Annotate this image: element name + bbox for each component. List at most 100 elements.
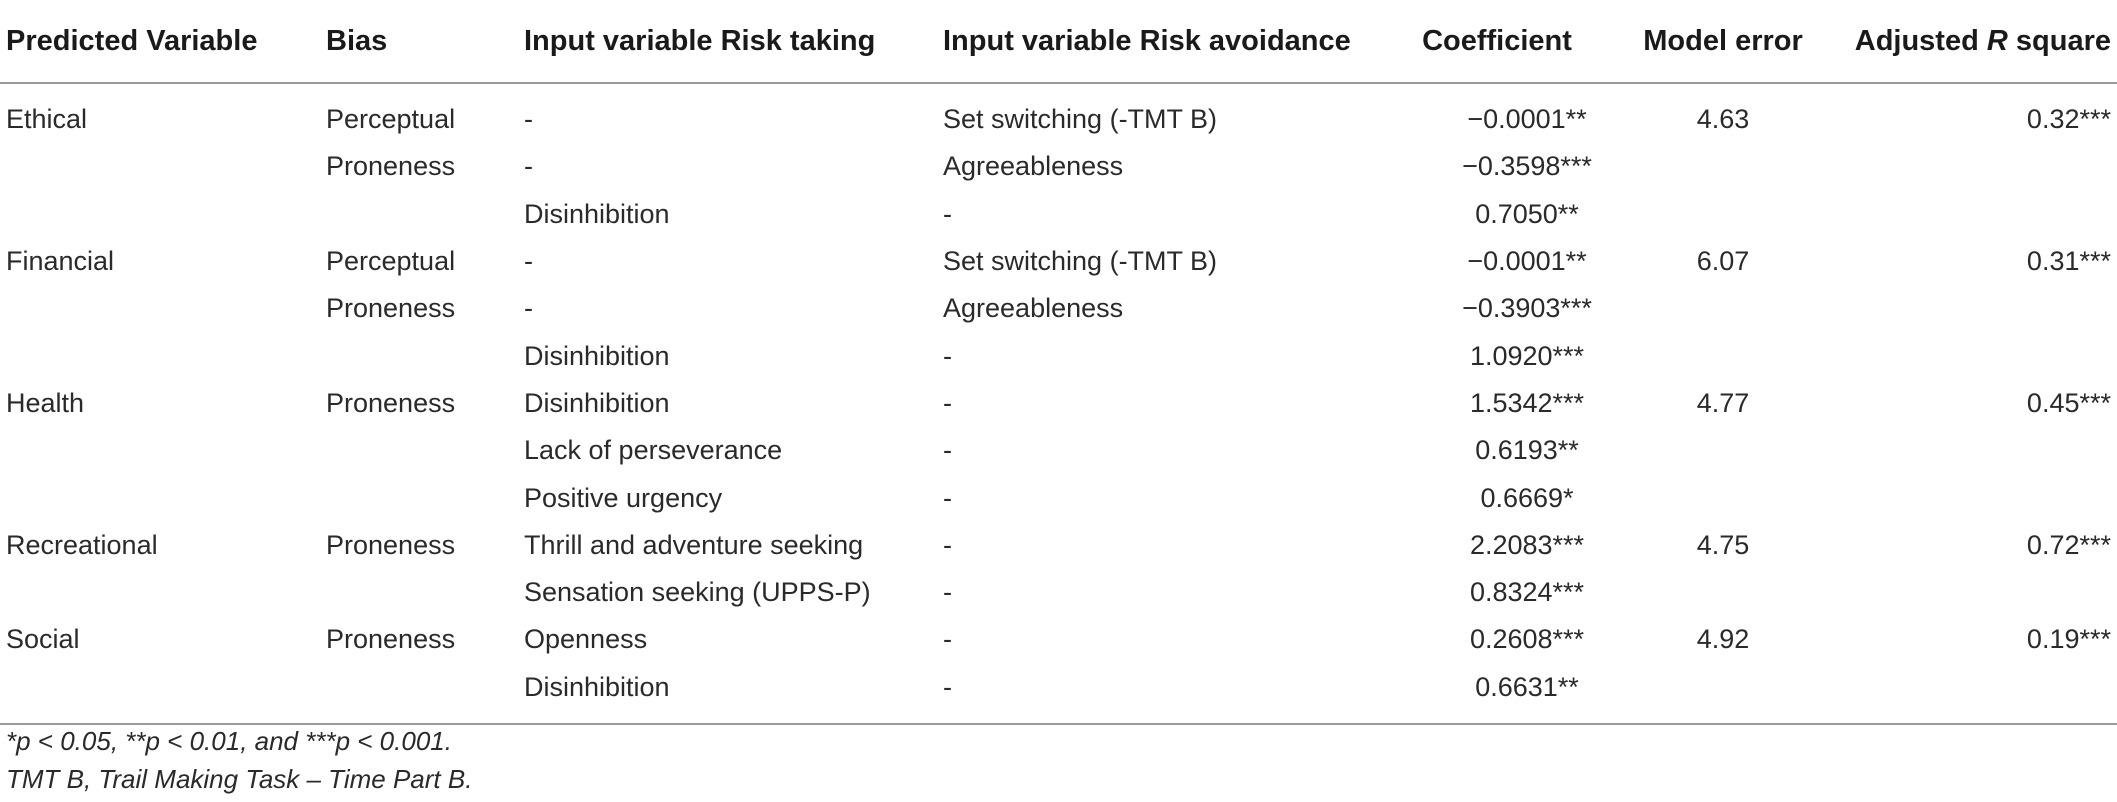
cell-predicted-variable: Health	[6, 387, 85, 418]
cell-predicted-variable	[0, 427, 320, 474]
cell-input-risk-avoidance: -	[943, 340, 952, 371]
cell-input-risk-taking: Disinhibition	[518, 663, 937, 725]
header-model-error: Model error	[1617, 0, 1829, 84]
cell-adjusted-r-square	[1829, 427, 2117, 474]
cell-model-error	[1617, 332, 1829, 379]
cell-input-risk-avoidance: Agreeableness	[943, 293, 1124, 324]
table-row: Positive urgency - 0.6669*	[0, 474, 2117, 521]
cell-adjusted-r-square: 0.19***	[2026, 624, 2111, 655]
cell-input-risk-taking: Openness	[524, 624, 648, 655]
cell-bias: Perceptual	[326, 104, 456, 135]
cell-adjusted-r-square: 0.45***	[2026, 387, 2111, 418]
table-row: Ethical Perceptual - Set switching (-TMT B)…	[0, 83, 2117, 143]
cell-input-risk-taking: Lack of perseverance	[524, 435, 783, 466]
cell-input-risk-taking: -	[524, 293, 533, 324]
cell-predicted-variable: Social	[6, 624, 80, 655]
cell-coefficient: 1.5342***	[1469, 387, 1585, 418]
cell-predicted-variable	[0, 569, 320, 616]
cell-input-risk-avoidance: Agreeableness	[943, 151, 1124, 182]
cell-adjusted-r-square	[1829, 191, 2117, 238]
footnote-significance: *p < 0.05, **p < 0.01, and ***p < 0.001.	[6, 726, 452, 756]
cell-adjusted-r-square	[1829, 332, 2117, 379]
header-input-risk-avoidance: Input variable Risk avoidance	[937, 0, 1377, 84]
cell-input-risk-avoidance: -	[943, 624, 952, 655]
cell-input-risk-avoidance: -	[943, 198, 952, 229]
cell-bias	[320, 427, 518, 474]
table-header: Predicted Variable Bias Input variable R…	[0, 0, 2117, 84]
cell-predicted-variable	[0, 285, 320, 332]
cell-input-risk-avoidance: Set switching (-TMT B)	[943, 246, 1218, 277]
cell-model-error: 4.63	[1696, 104, 1750, 135]
regression-table: Predicted Variable Bias Input variable R…	[0, 0, 2117, 725]
footnote-abbreviation: TMT B, Trail Making Task – Time Part B.	[6, 764, 473, 794]
header-square-suffix: square	[2007, 24, 2111, 57]
cell-input-risk-avoidance: -	[943, 387, 952, 418]
cell-coefficient: −0.3598***	[1462, 151, 1592, 182]
cell-adjusted-r-square: 0.31***	[2026, 246, 2111, 277]
cell-bias	[320, 474, 518, 521]
cell-adjusted-r-square: 0.32***	[2026, 104, 2111, 135]
cell-bias: Proneness	[326, 293, 456, 324]
table-row: Proneness - Agreeableness −0.3598***	[0, 143, 2117, 190]
cell-input-risk-taking: Disinhibition	[524, 198, 670, 229]
cell-input-risk-taking: Positive urgency	[524, 482, 723, 513]
table-row: Social Proneness Openness - 0.2608*** 4.92 0.1…	[0, 616, 2117, 663]
table-row: Disinhibition - 1.0920***	[0, 332, 2117, 379]
cell-coefficient: 0.6669*	[1480, 482, 1574, 513]
table-row: Disinhibition -0.6631**	[0, 663, 2117, 725]
cell-bias: Proneness	[326, 624, 456, 655]
header-adjusted-prefix: Adjusted	[1854, 24, 1987, 57]
cell-predicted-variable: Financial	[6, 246, 115, 277]
cell-coefficient: −0.3903***	[1462, 293, 1592, 324]
cell-coefficient: 0.7050**	[1475, 198, 1579, 229]
cell-coefficient: 0.8324***	[1469, 577, 1585, 608]
cell-coefficient: 0.2608***	[1469, 624, 1585, 655]
cell-bias	[320, 569, 518, 616]
cell-adjusted-r-square	[1829, 569, 2117, 616]
cell-predicted-variable	[0, 663, 320, 725]
cell-input-risk-taking: Thrill and adventure seeking	[524, 529, 864, 560]
table-row: Financial Perceptual - Set switching (-TMT …	[0, 238, 2117, 285]
cell-bias	[320, 663, 518, 725]
header-input-risk-taking: Input variable Risk taking	[518, 0, 937, 84]
cell-adjusted-r-square	[1829, 285, 2117, 332]
cell-bias: Proneness	[326, 529, 456, 560]
cell-predicted-variable	[0, 474, 320, 521]
table-row: Recreational Proneness Thrill and adventur…	[0, 522, 2117, 569]
cell-coefficient: 0.6193**	[1475, 435, 1579, 466]
cell-input-risk-taking: Disinhibition	[524, 387, 670, 418]
cell-input-risk-avoidance: Set switching (-TMT B)	[943, 104, 1218, 135]
cell-adjusted-r-square: 0.72***	[2026, 529, 2111, 560]
table-row: Proneness - Agreeableness −0.3903***	[0, 285, 2117, 332]
cell-bias: Proneness	[326, 151, 456, 182]
cell-adjusted-r-square	[1829, 474, 2117, 521]
cell-model-error: 4.92	[1696, 624, 1750, 655]
cell-input-risk-taking: -	[524, 151, 533, 182]
header-adjusted-r-square: Adjusted R square	[1829, 0, 2117, 84]
cell-model-error	[1617, 143, 1829, 190]
cell-bias	[320, 332, 518, 379]
cell-adjusted-r-square	[1829, 663, 2117, 725]
table-row: Disinhibition - 0.7050**	[0, 191, 2117, 238]
cell-model-error	[1617, 285, 1829, 332]
table-row: Health Proneness Disinhibition - 1.5342*** 4.…	[0, 380, 2117, 427]
cell-bias	[320, 191, 518, 238]
cell-predicted-variable	[0, 191, 320, 238]
header-predicted-variable: Predicted Variable	[0, 0, 320, 84]
cell-bias: Proneness	[326, 387, 456, 418]
cell-adjusted-r-square	[1829, 143, 2117, 190]
cell-input-risk-avoidance: -	[943, 577, 952, 608]
cell-model-error	[1617, 427, 1829, 474]
header-bias: Bias	[320, 0, 518, 84]
cell-input-risk-taking: Sensation seeking (UPPS-P)	[524, 577, 871, 608]
cell-coefficient: −0.0001**	[1467, 246, 1587, 277]
cell-input-risk-avoidance: -	[943, 482, 952, 513]
header-r-italic: R	[1986, 24, 2008, 57]
cell-model-error	[1617, 191, 1829, 238]
table-footnotes: *p < 0.05, **p < 0.01, and ***p < 0.001.…	[6, 722, 472, 798]
cell-input-risk-taking: Disinhibition	[524, 340, 670, 371]
cell-predicted-variable: Recreational	[6, 529, 158, 560]
cell-coefficient: 1.0920***	[1469, 340, 1585, 371]
cell-model-error	[1617, 569, 1829, 616]
